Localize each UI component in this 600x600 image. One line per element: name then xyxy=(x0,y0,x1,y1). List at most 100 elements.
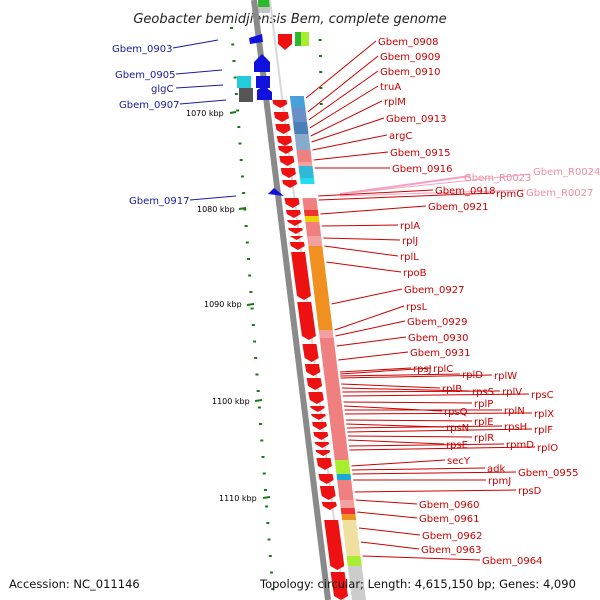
gene-label[interactable]: adk xyxy=(487,464,505,475)
cog-segment xyxy=(294,134,311,150)
gene-label[interactable]: Gbem_0931 xyxy=(410,348,470,359)
gene-arrow[interactable] xyxy=(306,378,323,390)
gene-arrow[interactable] xyxy=(272,100,288,108)
gene-label[interactable]: Gbem_0962 xyxy=(422,531,482,542)
gene-label[interactable]: Gbem_0964 xyxy=(482,556,542,567)
gene-label[interactable]: rpsQ xyxy=(444,407,468,418)
gene-arrow[interactable] xyxy=(289,236,304,240)
gene-label[interactable]: rpsJ xyxy=(413,364,432,375)
gene-label[interactable]: Gbem_0913 xyxy=(386,114,446,125)
gene-label[interactable]: rpsS xyxy=(472,387,494,398)
gene-label[interactable]: Gbem_0955 xyxy=(518,468,578,479)
gene-arrow[interactable] xyxy=(278,34,292,50)
gene-label[interactable]: Gbem_0929 xyxy=(407,317,467,328)
gene-label[interactable]: rpsN xyxy=(446,423,469,434)
gene-arrow[interactable] xyxy=(282,180,298,188)
gene-arrow[interactable] xyxy=(302,344,319,362)
gene-label[interactable]: rplW xyxy=(494,371,517,382)
leader-line xyxy=(323,237,401,241)
gene-label[interactable]: rplF xyxy=(534,425,553,436)
gene-label[interactable]: Gbem_0907 xyxy=(119,100,179,111)
gene-label[interactable]: Gbem_0910 xyxy=(380,67,440,78)
gene-arrow[interactable] xyxy=(297,302,316,340)
gene-label[interactable]: Gbem_0918 xyxy=(435,186,495,197)
gene-arrow[interactable] xyxy=(314,442,330,448)
gene-arrow[interactable] xyxy=(310,406,325,412)
gene-arrow[interactable] xyxy=(279,156,295,166)
gene-label[interactable]: Gbem_0903 xyxy=(112,44,172,55)
rna-label[interactable]: Gbem_R0023 xyxy=(464,173,531,184)
gene-label[interactable]: Gbem_0909 xyxy=(380,52,440,63)
gene-label[interactable]: rpmG xyxy=(496,189,524,200)
gene-label[interactable]: rpmD xyxy=(506,440,534,451)
cog-segment xyxy=(308,246,333,330)
gene-label[interactable]: Gbem_0916 xyxy=(392,164,452,175)
gene-arrow[interactable] xyxy=(308,392,324,404)
gene-arrow[interactable] xyxy=(275,124,291,134)
gene-label[interactable]: rplP xyxy=(474,399,493,410)
gene-label[interactable]: Gbem_0915 xyxy=(390,148,450,159)
gene-label[interactable]: Gbem_0930 xyxy=(408,333,468,344)
gene-label[interactable]: Gbem_0960 xyxy=(419,500,479,511)
leader-line xyxy=(357,511,418,519)
leader-line xyxy=(347,428,533,433)
gene-label[interactable]: rplE xyxy=(474,417,494,428)
gene-arrow[interactable] xyxy=(318,474,334,484)
gene-label[interactable]: rpsL xyxy=(406,302,428,313)
gene-label[interactable]: rplO xyxy=(537,443,558,454)
gene-arrow[interactable] xyxy=(287,220,302,226)
gene-label[interactable]: Gbem_0963 xyxy=(421,545,481,556)
gene-label[interactable]: rplJ xyxy=(402,236,418,247)
gene-arrow[interactable] xyxy=(313,432,329,440)
gene-label[interactable]: Gbem_0917 xyxy=(129,196,189,207)
gene-label[interactable]: rpoB xyxy=(403,268,427,279)
gene-arrow[interactable] xyxy=(321,502,337,510)
gene-label[interactable]: rplX xyxy=(534,409,554,420)
gene-arrow[interactable] xyxy=(319,486,336,500)
gene-arrow[interactable] xyxy=(324,520,345,570)
gene-label[interactable]: Gbem_0927 xyxy=(404,285,464,296)
gene-label[interactable]: rpsH xyxy=(504,422,527,433)
gene-arrow[interactable] xyxy=(289,242,305,250)
cog-segment xyxy=(337,480,354,500)
leader-line xyxy=(324,245,399,257)
gene-arrow[interactable] xyxy=(284,198,300,208)
gene-label[interactable]: rpsE xyxy=(446,440,468,451)
gene-arrow[interactable] xyxy=(285,210,301,218)
gene-label[interactable]: Gbem_0905 xyxy=(115,70,175,81)
gene-label[interactable]: argC xyxy=(389,131,412,142)
gene-label[interactable]: rplA xyxy=(400,221,420,232)
gene-arrow[interactable] xyxy=(276,136,293,146)
gene-label[interactable]: rpsD xyxy=(518,486,542,497)
gene-arrow[interactable] xyxy=(330,572,348,600)
gene-arrow[interactable] xyxy=(304,364,321,376)
gene-label[interactable]: rplB xyxy=(442,384,462,395)
gene-arrow[interactable] xyxy=(273,112,290,122)
gene-label[interactable]: rplC xyxy=(433,364,453,375)
gene-label[interactable]: rplD xyxy=(462,370,483,381)
gene-label[interactable]: Gbem_0921 xyxy=(428,202,488,213)
gene-arrow[interactable] xyxy=(278,146,293,154)
rna-label[interactable]: Gbem_R0027 xyxy=(526,188,593,199)
gene-label[interactable]: rplR xyxy=(474,433,494,444)
rna-label[interactable]: Gbem_R0024 xyxy=(533,167,600,178)
gene-label[interactable]: rpmJ xyxy=(488,476,511,487)
gene-label[interactable]: truA xyxy=(380,82,401,93)
gene-arrow[interactable] xyxy=(280,168,296,178)
gene-arrow[interactable] xyxy=(311,414,326,420)
gene-label[interactable]: rplL xyxy=(400,252,419,263)
gene-label[interactable]: secY xyxy=(447,456,471,467)
gene-arrow[interactable] xyxy=(315,450,331,456)
gene-label[interactable]: Gbem_0961 xyxy=(419,514,479,525)
gene-arrow[interactable] xyxy=(312,422,328,430)
gene-label[interactable]: rplV xyxy=(502,387,522,398)
gene-label[interactable]: Gbem_0908 xyxy=(378,37,438,48)
gene-label[interactable]: glgC xyxy=(151,84,173,95)
gene-label[interactable]: rpsC xyxy=(531,390,554,401)
gene-arrow[interactable] xyxy=(316,458,332,470)
cog-segment xyxy=(334,460,351,474)
gene-arrow[interactable] xyxy=(288,228,303,234)
gene-label[interactable]: rplM xyxy=(384,97,406,108)
gene-arrow[interactable] xyxy=(291,252,311,300)
gene-label[interactable]: rplN xyxy=(504,406,525,417)
